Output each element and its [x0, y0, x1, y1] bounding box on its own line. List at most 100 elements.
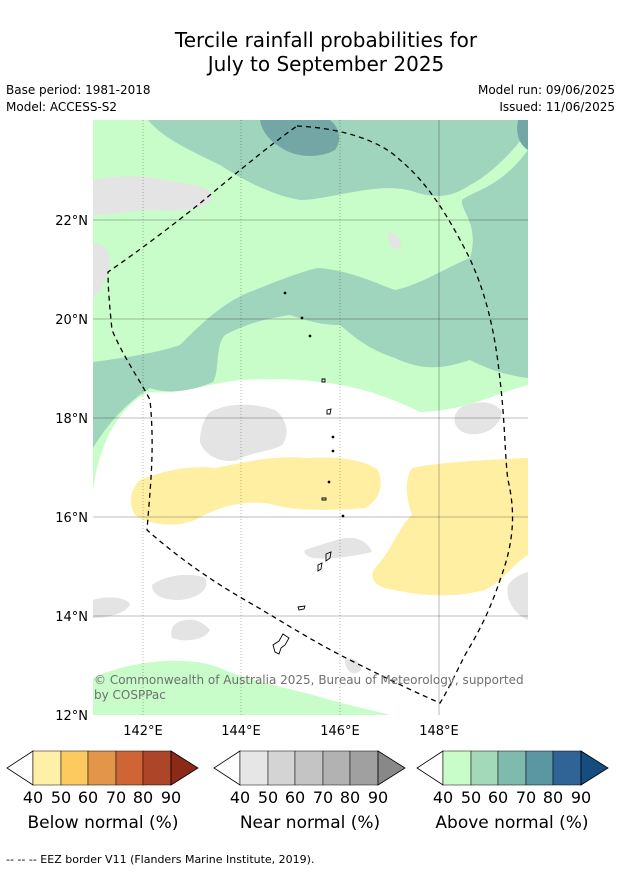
colorbar-near-tick: 50	[258, 788, 278, 807]
colorbar-near-tick: 80	[340, 788, 360, 807]
lat-label-18n: 18°N	[55, 412, 88, 427]
copyright-line-1: © Commonwealth of Australia 2025, Bureau…	[94, 673, 524, 687]
colorbar-above-swatch	[552, 750, 582, 786]
colorbar-near-normal: 40 50 60 70 80 90	[213, 750, 406, 807]
lat-label-16n: 16°N	[55, 511, 88, 526]
colorbar-above-swatch	[470, 750, 499, 786]
island-anatahan	[321, 497, 327, 501]
above-normal-60-edge	[517, 120, 528, 150]
colorbar-above-tick: 40	[433, 788, 453, 807]
colorbar-above-swatch	[497, 750, 527, 786]
near-normal-patch-east	[454, 402, 502, 435]
island-saipan	[325, 551, 332, 562]
copyright-line-2: by COSPPac	[94, 688, 166, 702]
below-normal-40-region-east	[372, 458, 528, 596]
colorbar-above-tick: 80	[543, 788, 563, 807]
lat-label-22n: 22°N	[55, 214, 88, 229]
near-normal-patch-se	[507, 572, 528, 620]
near-normal-patch-s-small	[345, 658, 361, 674]
map-gridlines	[93, 120, 528, 715]
island-dot-7	[341, 514, 345, 518]
colorbar-below-swatch	[87, 750, 117, 786]
island-guam	[272, 633, 290, 655]
colorbar-below-swatch	[60, 750, 89, 786]
colorbar-above-tick: 60	[488, 788, 508, 807]
base-period: Base period: 1981-2018	[6, 83, 151, 97]
colorbar-near-swatch	[267, 750, 296, 786]
lon-label-142e: 142°E	[123, 724, 163, 739]
above-normal-60-region	[260, 120, 340, 156]
lon-label-144e: 144°E	[221, 724, 261, 739]
colorbar-above-under-triangle	[416, 750, 444, 786]
colorbar-below-tick: 80	[133, 788, 153, 807]
colorbar-below-swatch	[32, 750, 62, 786]
island-dot-4	[331, 435, 335, 439]
island-dot-3	[283, 291, 287, 295]
island-rota	[297, 605, 306, 611]
colorbar-near-label: Near normal (%)	[239, 813, 381, 833]
above-normal-40-bottom	[93, 660, 390, 715]
island-agrihan	[321, 378, 326, 383]
above-normal-50-east	[93, 150, 528, 448]
colorbar-below-swatch	[115, 750, 144, 786]
colorbar-above-label: Above normal (%)	[435, 813, 589, 833]
colorbar-near-swatch	[349, 750, 379, 786]
colorbar-near-swatch	[322, 750, 351, 786]
island-dot-5	[331, 449, 335, 453]
colorbar-near-tick: 60	[285, 788, 305, 807]
above-normal-50-north	[148, 120, 528, 200]
coastlines	[272, 291, 345, 655]
colorbar-below-over-triangle	[170, 750, 199, 786]
lon-label-148e: 148°E	[419, 724, 459, 739]
colorbar-below-tick: 70	[106, 788, 126, 807]
lat-label-12n: 12°N	[55, 709, 88, 724]
near-normal-patch-mid	[304, 537, 372, 559]
colorbar-below-label: Below normal (%)	[27, 813, 179, 833]
near-normal-patch-west-2	[93, 242, 110, 298]
island-pagan	[326, 408, 332, 415]
colorbar-above-swatch	[525, 750, 554, 786]
eez-border	[107, 125, 514, 704]
island-tinian	[317, 562, 323, 572]
colorbar-below-tick: 90	[161, 788, 181, 807]
near-normal-patch-west	[93, 176, 212, 215]
below-normal-40-region-center	[130, 457, 381, 525]
lon-label-146e: 146°E	[320, 724, 360, 739]
issued-date: Issued: 11/06/2025	[499, 100, 615, 114]
map-title-line-1: Tercile rainfall probabilities for	[174, 28, 478, 52]
near-normal-patch-small	[388, 232, 402, 249]
eez-footnote: -- -- -- EEZ border V11 (Flanders Marine…	[6, 853, 315, 866]
model-run: Model run: 09/06/2025	[477, 83, 615, 97]
near-normal-patch-center	[200, 404, 287, 462]
colorbar-below-tick: 40	[23, 788, 43, 807]
colorbar-below-normal: 40 50 60 70 80 90	[6, 750, 199, 807]
lat-label-14n: 14°N	[55, 610, 88, 625]
island-dot-6	[327, 480, 331, 484]
colorbar-above-swatch	[442, 750, 472, 786]
colorbar-near-swatch	[294, 750, 324, 786]
island-dot-1	[308, 334, 312, 338]
colorbar-below-tick: 50	[51, 788, 71, 807]
colorbar-above-tick: 50	[461, 788, 481, 807]
colorbar-near-tick: 70	[313, 788, 333, 807]
colorbar-near-tick: 40	[230, 788, 250, 807]
near-normal-patch-sw	[152, 574, 207, 600]
colorbar-above-tick: 70	[516, 788, 536, 807]
island-dot-2	[300, 316, 304, 320]
near-normal-patch-s	[171, 619, 210, 641]
colorbar-above-normal: 40 50 60 70 80 90	[416, 750, 609, 807]
near-normal-patch-sw-2	[93, 597, 130, 618]
probability-fields	[93, 120, 528, 715]
lat-label-20n: 20°N	[55, 313, 88, 328]
model-name: Model: ACCESS-S2	[6, 100, 118, 114]
colorbar-near-swatch	[239, 750, 269, 786]
colorbar-below-under-triangle	[6, 750, 34, 786]
colorbar-below-swatch	[142, 750, 172, 786]
colorbar-near-under-triangle	[213, 750, 241, 786]
colorbar-above-tick: 90	[571, 788, 591, 807]
colorbar-near-tick: 90	[368, 788, 388, 807]
colorbar-above-over-triangle	[580, 750, 609, 786]
colorbar-below-tick: 60	[78, 788, 98, 807]
map-title-line-2: July to September 2025	[207, 52, 445, 76]
